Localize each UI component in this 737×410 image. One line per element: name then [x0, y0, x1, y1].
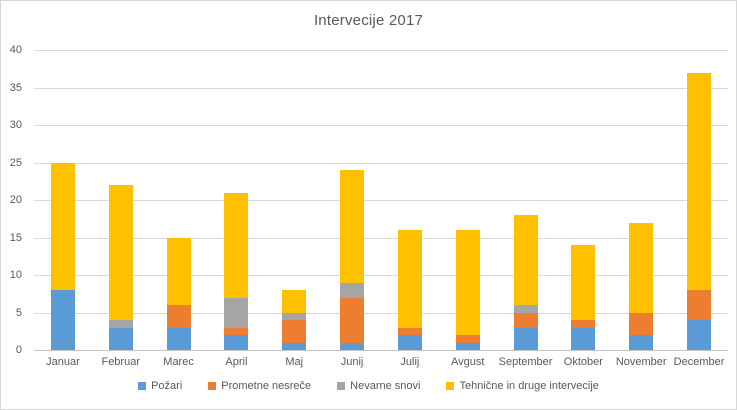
legend-item-nevarne-snovi: Nevarne snovi: [337, 380, 420, 392]
y-axis-tick-label: 5: [15, 306, 22, 319]
bar-segment-tehni-ne-in-druge-intervecije: [513, 215, 538, 305]
x-axis-label-december: December: [673, 356, 725, 368]
bar-segment-prometne-nesre-e: [166, 305, 191, 328]
bar-segment-po-ari: [571, 327, 596, 350]
bar-segment-prometne-nesre-e: [224, 327, 249, 335]
y-axis-tick-label: 35: [9, 81, 22, 94]
legend-item-tehni-ne-in-druge-intervecije: Tehnične in druge intervecije: [446, 380, 599, 392]
bar-segment-prometne-nesre-e: [513, 312, 538, 328]
y-axis-tick-label: 25: [9, 156, 22, 169]
bar-segment-prometne-nesre-e: [687, 290, 712, 320]
bar-segment-tehni-ne-in-druge-intervecije: [340, 170, 365, 283]
bar-avgust: [455, 230, 480, 350]
bar-februar: [108, 185, 133, 350]
bar-segment-nevarne-snovi: [108, 320, 133, 328]
y-axis-tick-label: 0: [15, 344, 22, 356]
gridline: [34, 312, 728, 314]
bar-januar: [50, 162, 75, 350]
x-axis-label-september: September: [498, 356, 553, 368]
x-axis-line: [34, 350, 728, 351]
bar-segment-tehni-ne-in-druge-intervecije: [108, 185, 133, 320]
bar-julij: [397, 230, 422, 350]
bar-junij: [340, 170, 365, 350]
legend-label: Tehnične in druge intervecije: [459, 380, 599, 392]
bar-segment-po-ari: [397, 335, 422, 350]
bar-segment-prometne-nesre-e: [397, 327, 422, 335]
x-axis-label-januar: Januar: [46, 356, 80, 368]
bar-segment-prometne-nesre-e: [282, 320, 307, 343]
bar-segment-po-ari: [282, 342, 307, 350]
bar-segment-prometne-nesre-e: [629, 312, 654, 335]
x-axis-label-marec: Marec: [163, 356, 194, 368]
legend-swatch-icon: [208, 382, 217, 390]
x-axis-label-junij: Junij: [340, 356, 364, 368]
legend-label: Požari: [151, 380, 183, 392]
y-axis-tick-label: 15: [9, 231, 22, 244]
plot-area: 0 5 10 15 20 25 30 35 40: [10, 44, 728, 356]
bar-segment-tehni-ne-in-druge-intervecije: [50, 162, 75, 290]
bar-segment-tehni-ne-in-druge-intervecije: [224, 192, 249, 298]
y-axis-tick-label: 40: [9, 44, 22, 56]
gridline: [34, 125, 728, 126]
bar-segment-tehni-ne-in-druge-intervecije: [687, 72, 712, 290]
bar-november: [629, 222, 654, 350]
x-axis-label-avgust: Avgust: [450, 356, 485, 368]
legend-label: Prometne nesreče: [221, 380, 312, 392]
x-axis-label-oktober: Oktober: [563, 356, 603, 368]
bar-segment-prometne-nesre-e: [571, 320, 596, 328]
gridline: [34, 162, 728, 164]
x-axis-label-november: November: [615, 356, 667, 368]
bar-segment-po-ari: [340, 342, 365, 350]
chart-title: Intervecije 2017: [313, 12, 424, 29]
bar-segment-tehni-ne-in-druge-intervecije: [629, 222, 654, 313]
gridline: [34, 50, 728, 51]
y-axis-tick-label: 10: [9, 269, 22, 281]
bar-segment-po-ari: [108, 327, 133, 350]
bar-segment-tehni-ne-in-druge-intervecije: [571, 245, 596, 320]
bar-december: [687, 72, 712, 350]
bar-segment-po-ari: [687, 320, 712, 350]
bar-segment-tehni-ne-in-druge-intervecije: [282, 290, 307, 313]
bar-oktober: [571, 245, 596, 350]
x-axis-label-julij: Julij: [400, 356, 420, 368]
bar-segment-prometne-nesre-e: [455, 335, 480, 343]
bar-september: [513, 215, 538, 350]
legend-item-prometne-nesre-e: Prometne nesreče: [208, 380, 311, 392]
bar-segment-nevarne-snovi: [282, 312, 307, 320]
bar-segment-tehni-ne-in-druge-intervecije: [455, 230, 480, 335]
legend-item-po-ari: Požari: [138, 380, 182, 392]
bar-segment-nevarne-snovi: [340, 282, 365, 298]
bar-segment-tehni-ne-in-druge-intervecije: [397, 230, 422, 328]
bar-segment-po-ari: [224, 335, 249, 350]
bar-segment-po-ari: [513, 327, 538, 350]
legend-swatch-icon: [138, 382, 147, 390]
x-axis-label-februar: Februar: [101, 356, 140, 368]
x-axis-label-maj: Maj: [285, 356, 304, 368]
bar-marec: [166, 237, 191, 350]
bar-segment-po-ari: [629, 335, 654, 350]
bar-segment-prometne-nesre-e: [340, 297, 365, 343]
bar-segment-nevarne-snovi: [513, 305, 538, 313]
legend-swatch-icon: [337, 382, 346, 390]
legend-label: Nevarne snovi: [350, 380, 421, 392]
bar-segment-po-ari: [455, 342, 480, 350]
gridline: [34, 237, 728, 239]
gridline: [34, 200, 728, 201]
y-axis-tick-label: 20: [9, 194, 22, 206]
legend: Požari Prometne nesreče Nevarne snovi Tehni…: [1, 380, 736, 392]
bar-segment-tehni-ne-in-druge-intervecije: [166, 237, 191, 305]
bar-segment-po-ari: [166, 327, 191, 350]
x-axis-label-april: April: [225, 356, 248, 368]
bar-segment-nevarne-snovi: [224, 297, 249, 328]
legend-swatch-icon: [446, 382, 455, 390]
gridline: [34, 275, 728, 276]
gridline: [34, 87, 728, 89]
x-axis-labels: Januar Februar Marec April Maj Junij Julij Avgu…: [34, 356, 728, 368]
bar-segment-po-ari: [50, 290, 75, 350]
y-axis-tick-label: 30: [9, 119, 22, 131]
bar-maj: [282, 290, 307, 350]
bar-april: [224, 192, 249, 350]
